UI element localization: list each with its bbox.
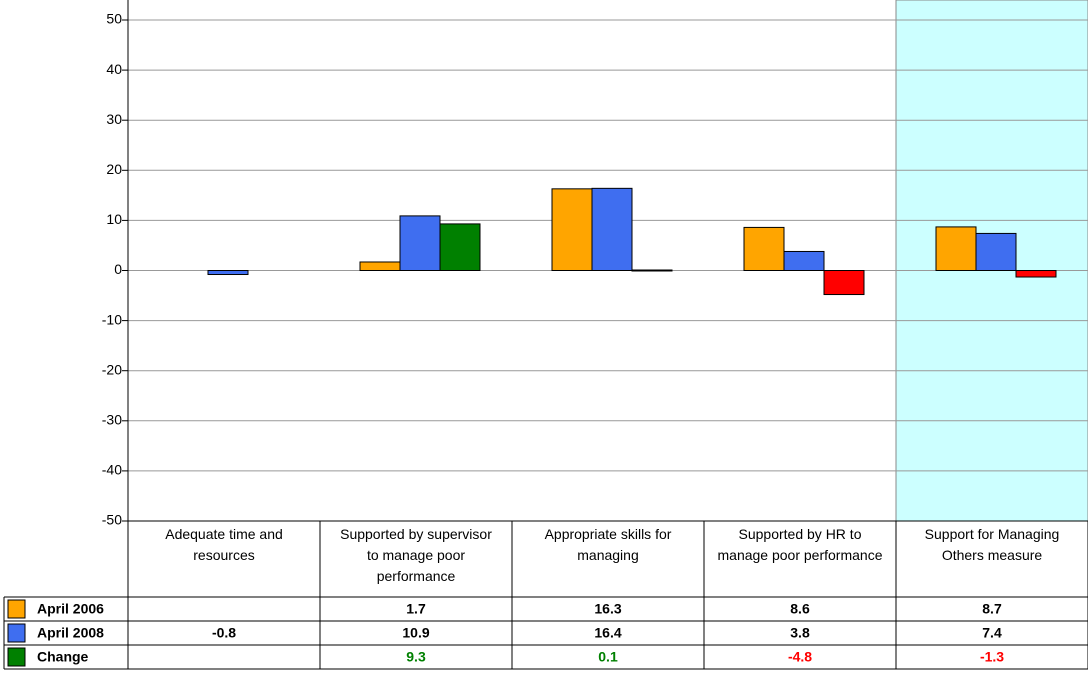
bar: [975, 232, 1017, 271]
category-label: Adequate time and resources: [165, 526, 283, 563]
category-label: Supported by HR to manage poor performanc…: [718, 526, 883, 563]
table-value: -4.8: [788, 649, 812, 665]
y-tick-label: -10: [102, 311, 122, 327]
category-label: Support for Managing Others measure: [925, 526, 1060, 563]
table-value: 16.3: [594, 601, 621, 617]
bar: [551, 188, 593, 272]
y-tick-label: 30: [106, 111, 122, 127]
bar: [743, 226, 785, 271]
bar: [359, 261, 401, 272]
y-tick-label: 0: [114, 261, 122, 277]
legend-label: Change: [37, 649, 89, 665]
table-value: 0.1: [598, 649, 618, 665]
y-tick-label: -20: [102, 361, 122, 377]
bar: [439, 223, 481, 271]
table-value: 7.4: [982, 625, 1002, 641]
y-tick-label: 10: [106, 211, 122, 227]
y-tick-label: -50: [102, 512, 122, 528]
table-value: 8.7: [982, 601, 1002, 617]
table-value: 10.9: [402, 625, 429, 641]
legend-label: April 2008: [37, 625, 104, 641]
table-value: -0.8: [212, 625, 236, 641]
bar: [631, 269, 673, 272]
y-tick-label: -40: [102, 462, 122, 478]
table-value: 1.7: [406, 601, 426, 617]
bar: [399, 215, 441, 272]
category-label: Supported by supervisor to manage poor per…: [340, 526, 492, 584]
legend-swatch: [7, 647, 26, 667]
bar: [783, 250, 825, 272]
y-tick-label: 50: [106, 11, 122, 27]
table-value: -1.3: [980, 649, 1004, 665]
bar: [1015, 270, 1057, 278]
bar: [591, 187, 633, 271]
table-value: 8.6: [790, 601, 810, 617]
legend-swatch: [7, 599, 26, 619]
legend-swatch: [7, 623, 26, 643]
bar: [207, 270, 249, 276]
y-tick-label: 20: [106, 161, 122, 177]
bar: [823, 270, 865, 296]
bar: [935, 226, 977, 271]
category-label: Appropriate skills for managing: [545, 526, 672, 563]
y-tick-label: -30: [102, 412, 122, 428]
table-value: 16.4: [594, 625, 621, 641]
legend-label: April 2006: [37, 601, 104, 617]
table-value: 9.3: [406, 649, 426, 665]
y-tick-label: 40: [106, 61, 122, 77]
table-value: 3.8: [790, 625, 810, 641]
